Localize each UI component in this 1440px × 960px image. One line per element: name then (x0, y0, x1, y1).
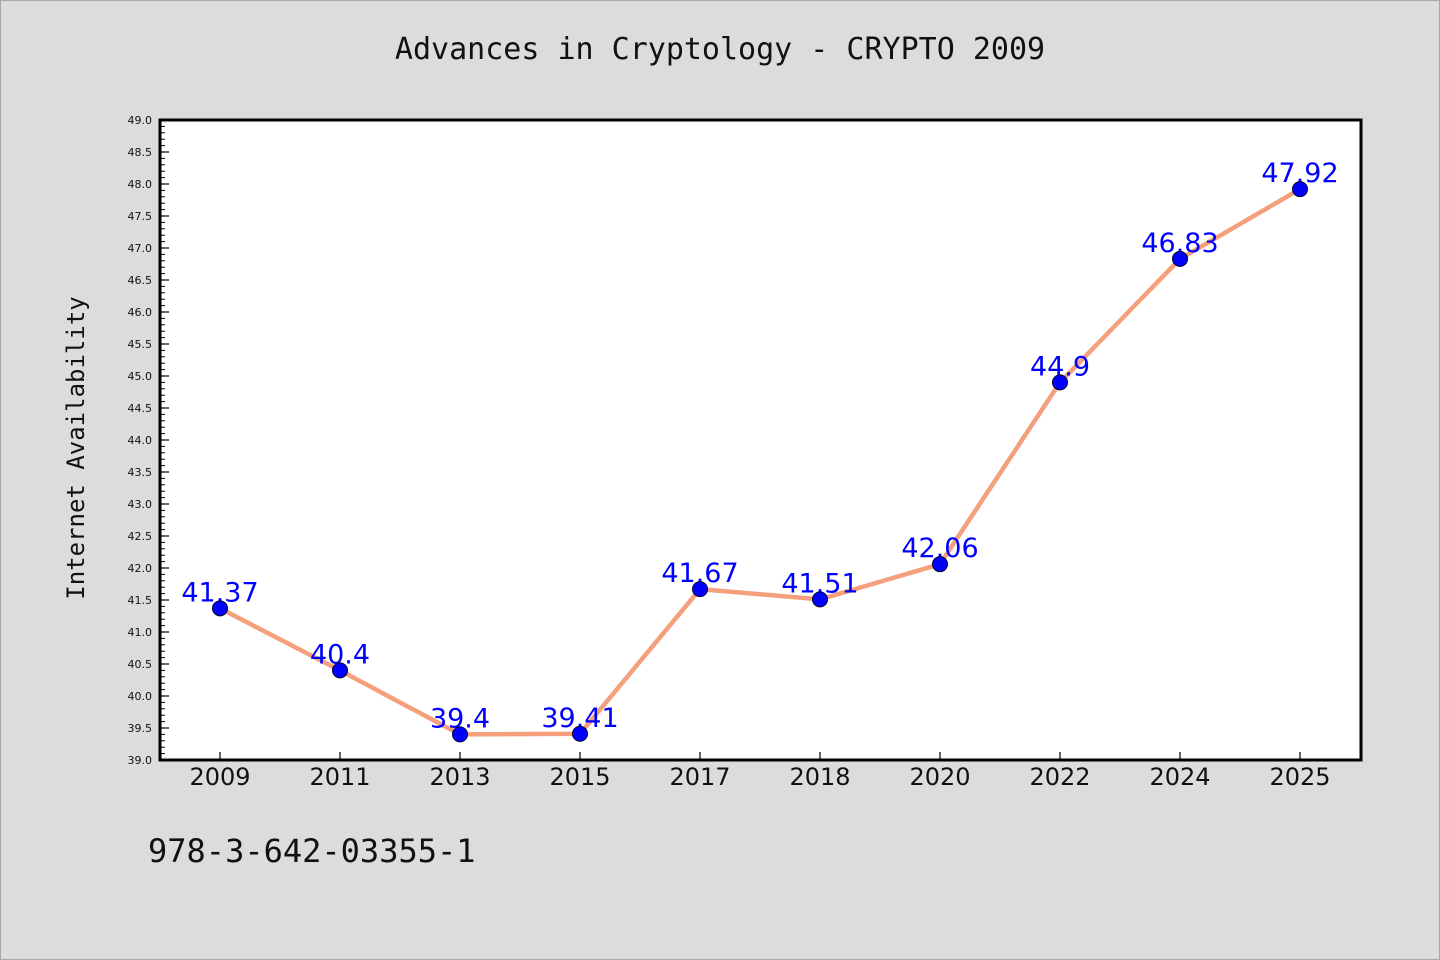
x-tick-label: 2024 (1149, 763, 1210, 791)
y-tick-label: 46.5 (128, 274, 153, 287)
y-tick-label: 39.0 (128, 754, 153, 767)
y-tick-label: 44.0 (128, 434, 153, 447)
y-tick-label: 41.0 (128, 626, 153, 639)
y-tick-label: 42.5 (128, 530, 153, 543)
y-tick-label: 40.5 (128, 658, 153, 671)
y-tick-label: 47.5 (128, 210, 153, 223)
y-tick-label: 48.0 (128, 178, 153, 191)
x-tick-label: 2018 (789, 763, 850, 791)
x-tick-label: 2020 (909, 763, 970, 791)
x-tick-label: 2025 (1269, 763, 1330, 791)
x-tick-label: 2022 (1029, 763, 1090, 791)
y-tick-label: 40.0 (128, 690, 153, 703)
data-point (1052, 374, 1068, 391)
y-tick-label: 49.0 (128, 114, 153, 127)
x-axis: 2009 2011 2013 2015 2017 2018 2020 2022 2024 2025 (189, 752, 1331, 791)
series-line (218, 187, 1302, 737)
data-point (212, 600, 228, 617)
y-tick-label: 39.5 (128, 722, 153, 735)
data-point (692, 581, 708, 598)
y-tick-label: 43.0 (128, 498, 153, 511)
data-point (1172, 250, 1188, 267)
isbn-text: 978-3-642-03355-1 (148, 832, 476, 870)
chart-title: Advances in Cryptology - CRYPTO 2009 (394, 32, 1046, 67)
plot-area (158, 118, 1363, 762)
data-point (1292, 181, 1308, 198)
y-tick-label: 44.5 (128, 402, 153, 415)
y-tick-label: 47.0 (128, 242, 153, 255)
data-point (812, 591, 828, 608)
x-tick-label: 2013 (429, 763, 490, 791)
x-tick-label: 2017 (669, 763, 730, 791)
y-tick-label: 43.5 (128, 466, 153, 479)
y-tick-label: 45.0 (128, 370, 153, 383)
y-tick-label: 48.5 (128, 146, 153, 159)
x-tick-label: 2009 (189, 763, 250, 791)
y-tick-label: 46.0 (128, 306, 153, 319)
data-point (932, 556, 948, 573)
x-tick-label: 2015 (549, 763, 610, 791)
y-axis: 39.0 39.5 40.0 40.5 41.0 41.5 42.0 42.5 43.0 43.5… (128, 114, 169, 767)
data-point (572, 725, 588, 742)
y-tick-label: 45.5 (128, 338, 153, 351)
y-tick-label: 42.0 (128, 562, 153, 575)
data-point (332, 662, 348, 679)
y-tick-label: 41.5 (128, 594, 153, 607)
data-point (452, 726, 468, 743)
x-tick-label: 2011 (309, 763, 370, 791)
